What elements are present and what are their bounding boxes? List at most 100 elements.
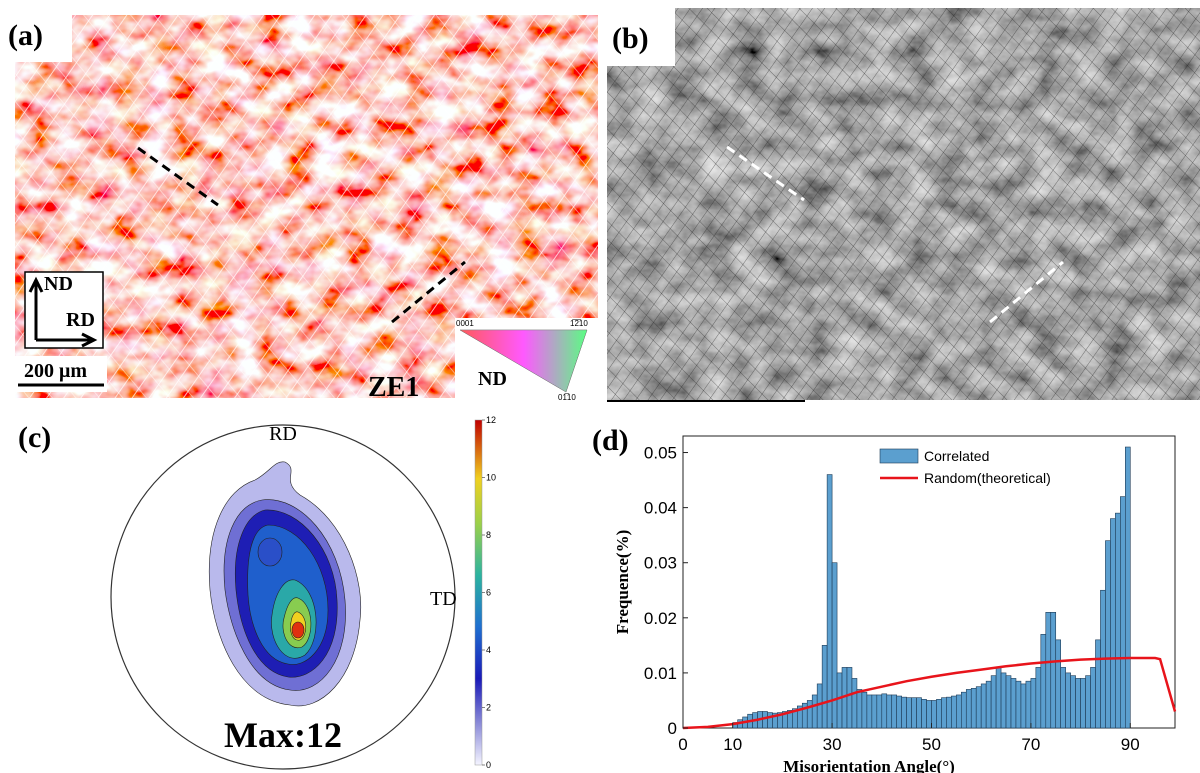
bar [1016,681,1021,728]
scale-label: 200 μm [24,360,87,382]
colorbar [475,420,482,765]
bar [1105,541,1110,728]
legend-label: Correlated [924,448,989,464]
colorbar-tick-label: 12 [486,415,496,425]
bar [867,695,872,728]
pole-label: TD [430,588,457,610]
bar [1066,673,1071,728]
y-tick-label: 0.05 [644,444,677,463]
bar [1046,612,1051,728]
colorbar-tick-label: 8 [486,530,491,540]
bar [996,667,1001,728]
bar [807,700,812,728]
bar [857,689,862,728]
bar [837,673,842,728]
x-tick-label: 0 [678,735,687,754]
bar [827,475,832,728]
axis-label: ND [44,273,73,295]
sample-label: ZE1 [368,372,419,403]
panel-c: (c) RD TD Max:12 024681012 [18,415,496,770]
key-label: ND [478,368,507,390]
bar [852,678,857,728]
bar [897,696,902,728]
bar [892,695,897,728]
bar [1011,678,1016,728]
max-label: Max:12 [224,715,342,755]
bar [917,698,922,728]
bar [1095,640,1100,728]
bar [976,687,981,728]
colorbar-tick-label: 6 [486,588,491,598]
bar [1036,667,1041,728]
key-label: 1̅2̅10 [570,319,588,328]
bar [817,684,822,728]
bar [931,700,936,728]
x-tick-label: 50 [922,735,941,754]
bar [1120,497,1125,728]
bar [1061,667,1066,728]
legend-swatch [880,449,918,463]
bar [1051,612,1056,728]
contours [209,462,361,706]
bar [887,695,892,728]
bar [1076,678,1081,728]
bar [971,688,976,728]
contour [258,538,282,566]
colorbar-tick-label: 0 [486,760,491,770]
colorbar-tick-label: 4 [486,645,491,655]
panel-label: (c) [18,421,51,454]
x-tick-label: 10 [723,735,742,754]
panel-a: (a) ND RD 200 μm ZE1 0001 1̅2̅10 01̅10 N… [0,0,600,403]
panel-label: (b) [612,22,649,55]
bar [872,695,877,728]
bar [1041,634,1046,728]
y-tick-label: 0.01 [644,664,677,683]
x-axis-label: Misorientation Angle(°) [783,757,955,773]
bar [1001,673,1006,728]
panel-b: (b) [607,8,1200,401]
y-tick-label: 0.04 [644,499,677,518]
bar [1021,684,1026,728]
bar [1086,676,1091,728]
bar [1125,447,1130,728]
key-label: 01̅10 [558,393,576,402]
bar [832,563,837,728]
pole-label: RD [269,423,297,445]
contour [292,622,304,638]
bar [991,676,996,728]
x-tick-label: 30 [823,735,842,754]
bar [822,645,827,728]
x-tick-label: 70 [1021,735,1040,754]
bar [936,699,941,728]
bar [882,694,887,728]
bar [966,689,971,728]
bar [1031,678,1036,728]
bar [902,697,907,728]
figure: (a) ND RD 200 μm ZE1 0001 1̅2̅10 01̅10 N… [0,0,1200,773]
bar [1115,513,1120,728]
bar [1026,681,1031,728]
bar [951,696,956,728]
bar [1091,667,1096,728]
key-label: 0001 [456,319,474,328]
bar [912,698,917,728]
bar [956,695,961,728]
bar [1071,676,1076,728]
bar [986,681,991,728]
y-tick-label: 0.02 [644,609,677,628]
axis-label: RD [66,309,95,331]
bar [862,692,867,728]
bar [767,713,772,728]
colorbar-tick-label: 10 [486,473,496,483]
bar [907,698,912,728]
panel-label: (a) [8,19,43,52]
image-texture [607,8,1200,400]
bar [877,695,882,728]
bar [1056,640,1061,728]
bar [812,695,817,728]
bar [927,700,932,728]
bar [1110,519,1115,728]
bar [847,667,852,728]
y-tick-label: 0.03 [644,554,677,573]
bar [946,697,951,728]
